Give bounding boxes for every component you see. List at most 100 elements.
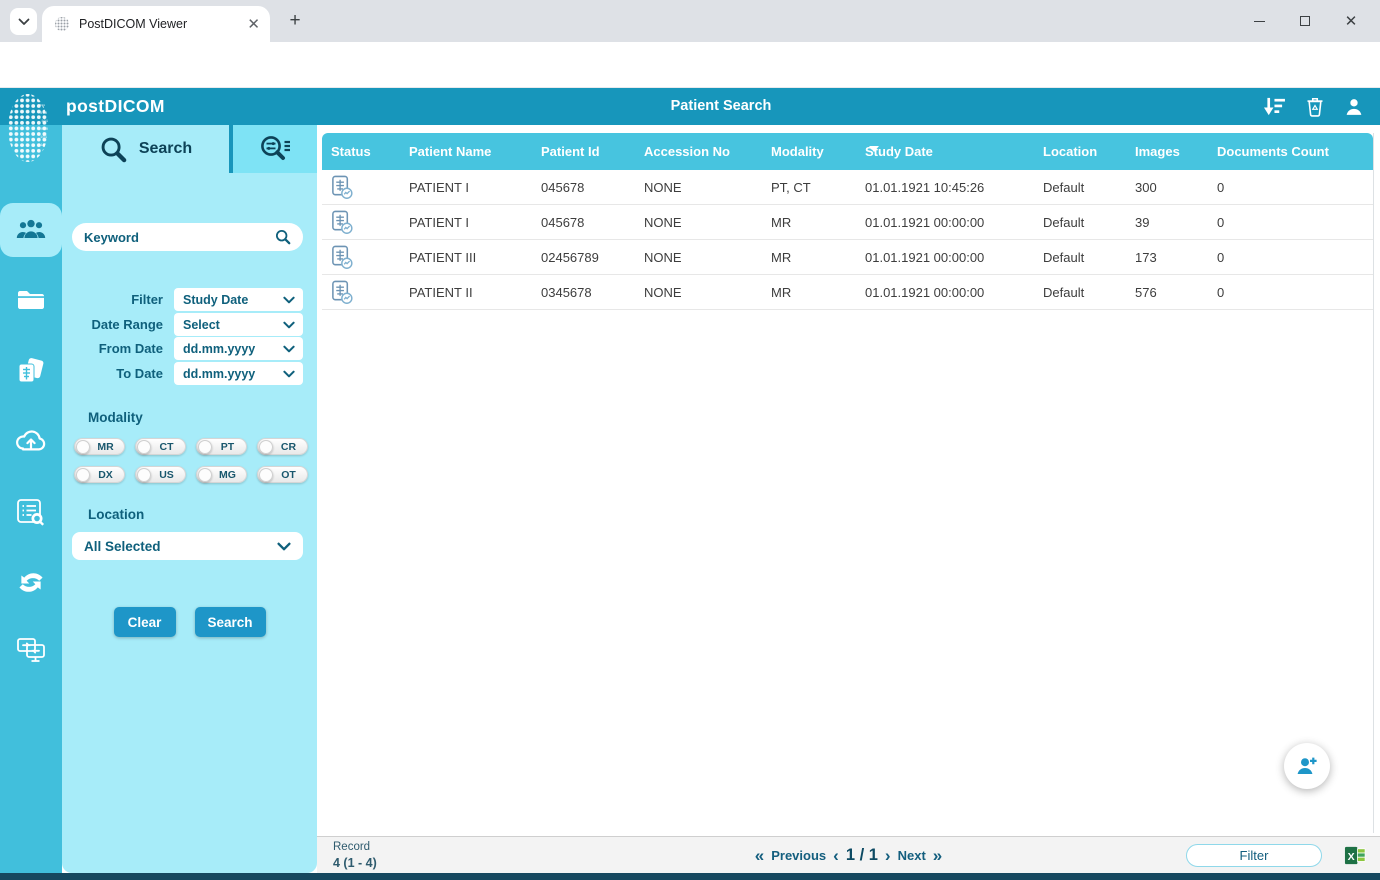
filter-label: Filter [62,292,163,307]
page-indicator: 1 / 1 [846,846,878,865]
toggle-knob [76,440,90,454]
modality-toggle-ct[interactable]: CT [135,438,186,455]
trash-recycle-icon[interactable] [1305,95,1325,118]
patient-name-cell: PATIENT I [400,180,532,195]
tab-title: PostDICOM Viewer [79,17,238,31]
add-patient-button[interactable] [1284,743,1330,789]
add-patient-icon [1295,754,1319,778]
status-cell [322,244,400,270]
tab-close-icon[interactable]: ✕ [247,17,260,32]
tab-advanced-search[interactable] [233,125,317,173]
modality-dx-label: DX [90,469,124,481]
modality-cell: PT, CT [762,180,856,195]
maximize-button[interactable] [1282,0,1328,42]
column-study-date[interactable]: Study Date [856,144,1034,159]
sidebar-item-studies[interactable] [0,345,62,399]
column-location[interactable]: Location [1034,144,1126,159]
toggle-knob [198,468,212,482]
share-sync-icon [16,569,46,596]
table-row[interactable]: PATIENT III 02456789 NONE MR 01.01.1921 … [322,240,1373,275]
table-row[interactable]: PATIENT II 0345678 NONE MR 01.01.1921 00… [322,275,1373,310]
keyword-input[interactable] [84,230,275,245]
sidebar-item-share[interactable] [0,555,62,609]
svg-text:101: 101 [41,120,49,124]
new-tab-button[interactable]: + [283,9,307,33]
modality-toggle-mg[interactable]: MG [196,466,247,483]
report-check-icon [330,244,355,270]
patient-name-cell: PATIENT III [400,250,532,265]
modality-cr-label: CR [273,441,307,453]
status-cell [322,174,400,200]
to-date-select[interactable]: dd.mm.yyyy [174,362,303,385]
sidebar-item-patients[interactable] [0,203,62,257]
location-value: All Selected [84,539,161,554]
modality-toggle-us[interactable]: US [135,466,186,483]
tab-basic-search[interactable]: Search [62,125,229,173]
location-select[interactable]: All Selected [72,532,303,560]
svg-text:010: 010 [40,112,48,116]
column-patient-id[interactable]: Patient Id [532,144,635,159]
toggle-knob [198,440,212,454]
user-icon[interactable] [1344,96,1364,117]
previous-page-button[interactable]: Previous [771,848,826,863]
app-header: postDICOM Patient Search [0,88,1380,125]
documents-count-cell: 0 [1208,180,1373,195]
sidebar-item-upload[interactable] [0,413,62,467]
column-documents-count[interactable]: Documents Count [1208,144,1373,159]
close-button[interactable]: ✕ [1328,0,1374,42]
column-patient-name[interactable]: Patient Name [400,144,532,159]
browser-tab[interactable]: PostDICOM Viewer ✕ [42,6,270,42]
main-content: Status Patient Name Patient Id Accession… [317,125,1380,873]
location-label: Location [88,507,144,522]
accession-no-cell: NONE [635,180,762,195]
modality-cell: MR [762,215,856,230]
keyword-search-icon[interactable] [275,229,291,245]
report-check-icon [330,279,355,305]
svg-text:101: 101 [40,136,48,140]
table-header-row: Status Patient Name Patient Id Accession… [322,133,1373,170]
sidebar-item-remote[interactable] [0,623,62,677]
filter-select[interactable]: Study Date [174,288,303,311]
sidebar-item-folders[interactable] [0,273,62,327]
column-accession-no[interactable]: Accession No [635,144,762,159]
next-page-button[interactable]: Next [898,848,926,863]
modality-toggle-ot[interactable]: OT [257,466,308,483]
modality-ot-label: OT [273,469,307,481]
modality-toggle-cr[interactable]: CR [257,438,308,455]
chevron-down-icon [18,18,30,26]
modality-toggle-dx[interactable]: DX [74,466,125,483]
table-row[interactable]: PATIENT I 045678 NONE PT, CT 01.01.1921 … [322,170,1373,205]
column-images[interactable]: Images [1126,144,1208,159]
modality-toggle-pt[interactable]: PT [196,438,247,455]
first-page-button[interactable]: « [755,847,764,864]
sort-descending-icon[interactable] [1261,96,1286,117]
search-button[interactable]: Search [195,607,266,637]
patient-id-cell: 045678 [532,215,635,230]
modality-toggle-mr[interactable]: MR [74,438,125,455]
results-table: Status Patient Name Patient Id Accession… [322,133,1374,833]
images-cell: 39 [1126,215,1208,230]
patient-id-cell: 02456789 [532,250,635,265]
from-date-row: From Date dd.mm.yyyy [62,337,317,360]
clear-button[interactable]: Clear [114,607,176,637]
modality-label: Modality [88,410,143,425]
date-range-select[interactable]: Select [174,313,303,336]
from-date-select[interactable]: dd.mm.yyyy [174,337,303,360]
minimize-button[interactable] [1236,0,1282,42]
tab-search-button[interactable] [10,8,37,35]
column-modality[interactable]: Modality [762,144,856,159]
filter-button[interactable]: Filter [1186,844,1322,867]
filter-row: Filter Study Date [62,288,317,311]
toggle-knob [259,440,273,454]
table-row[interactable]: PATIENT I 045678 NONE MR 01.01.1921 00:0… [322,205,1373,240]
last-page-button[interactable]: » [933,847,942,864]
sidebar-item-worklist[interactable] [0,485,62,539]
prev-arrow-button[interactable]: ‹ [833,847,839,864]
chevron-down-icon [283,321,295,329]
export-excel-button[interactable]: X [1344,844,1367,867]
study-date-cell: 01.01.1921 10:45:26 [856,180,1034,195]
search-panel-tabs: Search [62,125,317,173]
to-date-label: To Date [62,366,163,381]
column-status[interactable]: Status [322,144,400,159]
next-arrow-button[interactable]: › [885,847,891,864]
